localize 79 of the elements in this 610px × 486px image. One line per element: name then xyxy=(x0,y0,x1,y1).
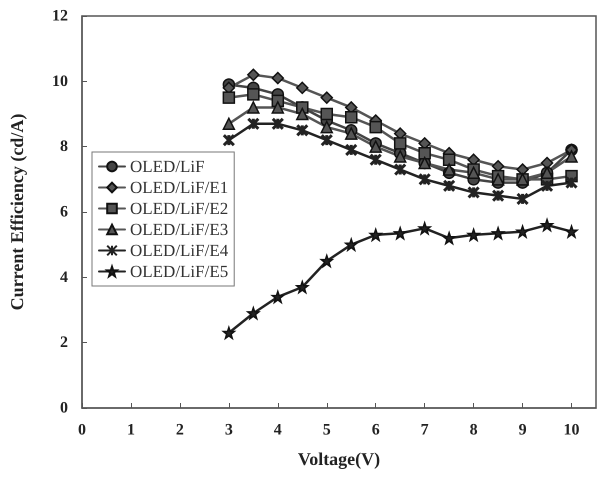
legend-label: OLED/LiF/E1 xyxy=(130,178,228,197)
point xyxy=(540,218,554,232)
x-tick-label: 8 xyxy=(470,422,478,438)
x-tick-label: 1 xyxy=(126,422,135,438)
point xyxy=(272,290,284,304)
point xyxy=(344,238,358,251)
point xyxy=(320,108,334,120)
point xyxy=(394,137,406,150)
point xyxy=(271,117,284,130)
x-tick-label: 10 xyxy=(564,422,580,438)
point xyxy=(344,127,358,140)
point xyxy=(222,326,236,340)
x-tick-label: 0 xyxy=(78,422,86,438)
y-tick-label: 10 xyxy=(52,72,68,90)
point xyxy=(246,117,260,130)
point xyxy=(418,172,432,186)
point xyxy=(540,179,554,192)
point xyxy=(344,111,358,124)
legend-label: OLED/LiF/E5 xyxy=(130,262,228,281)
point xyxy=(296,124,309,137)
point xyxy=(247,101,260,114)
point xyxy=(442,163,456,176)
point xyxy=(222,91,236,104)
y-tick-label: 2 xyxy=(60,334,68,352)
legend-label: OLED/LiF/E3 xyxy=(130,220,228,239)
point xyxy=(296,82,309,94)
point xyxy=(344,143,358,156)
point xyxy=(442,179,456,192)
point xyxy=(320,91,334,104)
point xyxy=(247,88,260,101)
point xyxy=(394,226,406,240)
y-tick-label: 4 xyxy=(60,268,68,286)
point xyxy=(442,232,456,244)
point xyxy=(272,72,284,84)
legend-label: OLED/LiF/E2 xyxy=(130,199,228,218)
point xyxy=(247,68,260,82)
point xyxy=(222,118,236,130)
point xyxy=(369,120,382,134)
x-tick-label: 9 xyxy=(518,422,527,438)
x-tick-label: 4 xyxy=(274,422,282,438)
point xyxy=(369,153,382,166)
x-tick-label: 3 xyxy=(224,422,233,438)
point xyxy=(272,101,284,114)
point xyxy=(565,150,578,163)
point xyxy=(492,173,504,186)
legend-label: OLED/LiF xyxy=(130,157,205,176)
point xyxy=(492,226,504,240)
point xyxy=(516,225,529,238)
y-tick-label: 0 xyxy=(60,400,68,416)
x-tick-label: 2 xyxy=(176,422,184,438)
y-axis-title: Current Efficiency (cd/A) xyxy=(7,114,27,310)
point xyxy=(320,134,334,147)
y-tick-label: 6 xyxy=(60,204,68,220)
legend-label: OLED/LiF/E4 xyxy=(130,241,229,260)
point xyxy=(320,120,334,134)
point xyxy=(296,108,309,120)
point xyxy=(492,189,505,202)
point xyxy=(369,140,382,153)
point xyxy=(467,228,480,242)
point xyxy=(418,146,431,160)
y-tick-label: 12 xyxy=(52,8,68,24)
point xyxy=(516,192,530,206)
x-tick-label: 6 xyxy=(372,422,380,438)
point xyxy=(394,150,406,163)
point xyxy=(565,225,578,238)
x-tick-label: 7 xyxy=(420,422,429,438)
point xyxy=(369,228,382,242)
point xyxy=(418,222,431,235)
point xyxy=(320,254,334,268)
point xyxy=(394,163,407,176)
point xyxy=(540,156,554,170)
point xyxy=(247,307,260,320)
x-tick-label: 5 xyxy=(322,422,331,438)
point xyxy=(467,166,480,180)
y-tick-label: 8 xyxy=(60,138,68,156)
point xyxy=(296,280,309,294)
point xyxy=(442,153,456,166)
x-axis-title: Voltage(V) xyxy=(298,449,380,469)
point xyxy=(467,186,480,199)
